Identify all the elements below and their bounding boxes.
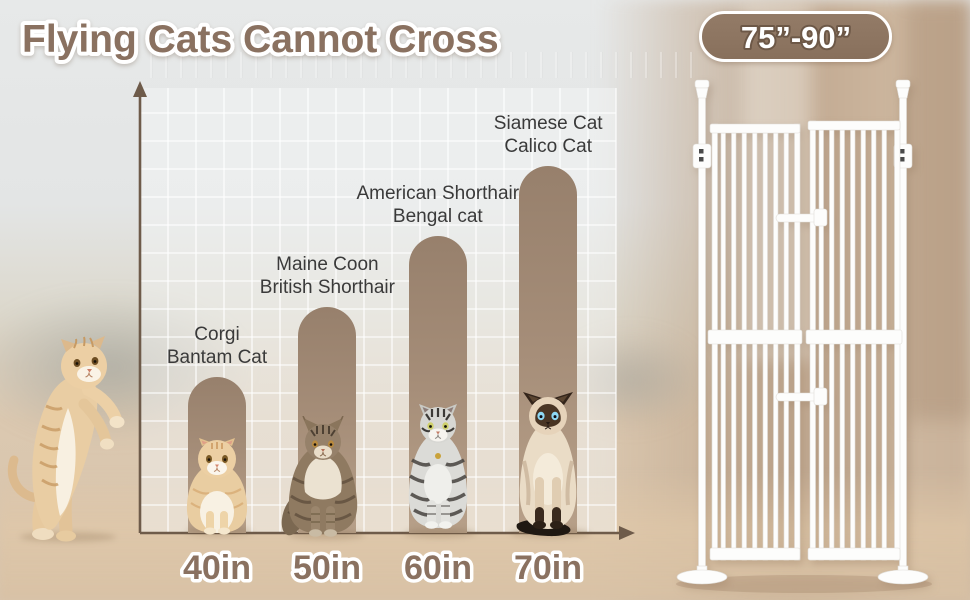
silver-tabby-cat-image <box>408 404 468 529</box>
tick-60in: 60in <box>378 543 498 591</box>
x-axis-arrow <box>619 526 635 540</box>
gate-shadow <box>676 575 932 593</box>
bar-label-50in: Maine Coon British Shorthair <box>232 253 422 299</box>
breed-line: Bantam Cat <box>166 346 268 368</box>
tick-text: 40in <box>183 549 251 587</box>
background-band-dark <box>906 0 970 420</box>
cat-shadow <box>404 528 476 538</box>
maine-coon-cat-image <box>281 416 358 537</box>
breed-line: American Shorthair <box>356 182 520 204</box>
bar-label-40in: Corgi Bantam Cat <box>122 323 312 369</box>
breed-line: Corgi <box>194 323 240 345</box>
breed-line: Siamese Cat <box>493 112 603 134</box>
gate-latch-bottom <box>775 392 819 402</box>
bar-label-60in: American Shorthair Bengal cat <box>343 182 533 228</box>
y-axis-arrow <box>133 81 147 97</box>
background-blinds <box>150 52 695 78</box>
tick-text: 60in <box>404 549 472 587</box>
breed-line: Calico Cat <box>504 135 593 157</box>
breed-line: Maine Coon <box>276 253 379 275</box>
tick-50in: 50in <box>267 543 387 591</box>
tick-70in: 70in <box>488 543 608 591</box>
breed-line: Bengal cat <box>392 205 483 227</box>
page-title-text: Flying Cats Cannot Cross <box>22 18 499 61</box>
page-title: Flying Cats Cannot Cross <box>18 14 503 65</box>
cream-cat-image <box>186 438 248 535</box>
bar-label-70in: Siamese Cat Calico Cat <box>453 112 643 158</box>
jumping-cat-image <box>7 336 125 542</box>
tick-40in: 40in <box>157 543 277 591</box>
height-range-text: 75”-90” <box>740 20 850 55</box>
breed-line: British Shorthair <box>259 276 395 298</box>
tick-text: 70in <box>514 549 582 587</box>
height-range-badge-text-svg: 75”-90” <box>738 18 852 57</box>
gate-latch-top <box>775 213 819 223</box>
siamese-cat-image <box>516 392 577 537</box>
gate-structure <box>676 79 929 585</box>
height-range-badge: 75”-90” <box>699 11 892 62</box>
tick-text: 50in <box>293 549 361 587</box>
pet-gate-image <box>676 79 932 593</box>
